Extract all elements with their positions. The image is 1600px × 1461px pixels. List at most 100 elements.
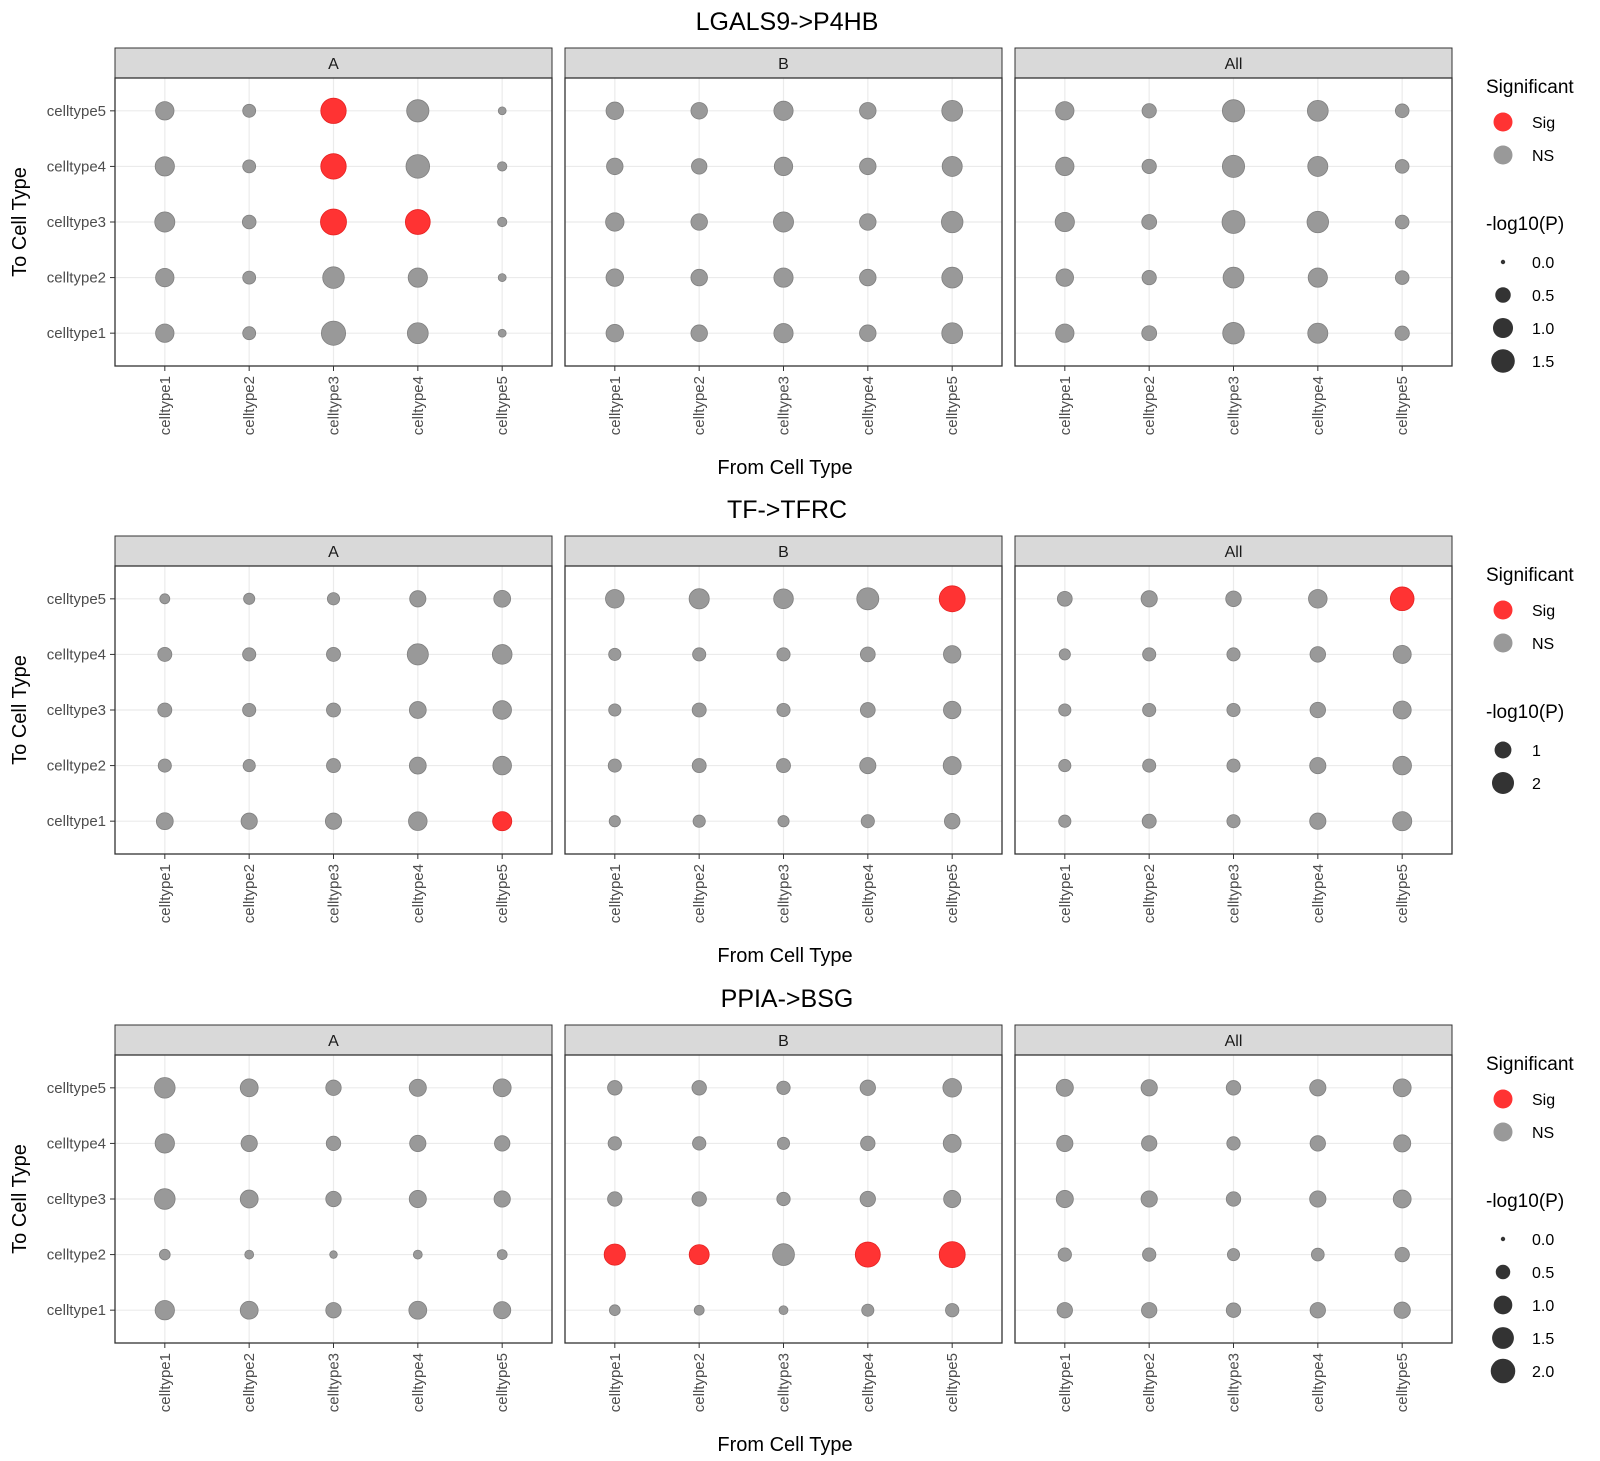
data-point [942,756,962,776]
data-point [608,647,622,661]
x-tick-label: celltype5 [1394,1353,1411,1412]
facet-panel-all: All celltype1 celltype2 celltype3 celltype4 c… [1014,47,1453,435]
x-tick-label: celltype2 [241,376,258,435]
legend-size-key [1500,259,1506,265]
data-point [1394,214,1410,230]
data-point [608,815,621,828]
y-axis-title: To Cell Type [9,167,31,277]
data-point [326,758,341,774]
data-point [497,273,507,282]
legend-color-key [1493,112,1513,132]
data-point [1226,814,1241,829]
data-point [691,702,707,718]
data-point [497,328,507,338]
x-tick-label: celltype2 [691,864,708,923]
data-point [159,1248,171,1261]
data-point [605,212,625,232]
data-point [494,1135,511,1152]
x-tick-label: celltype2 [1141,864,1158,923]
data-point [1057,1247,1072,1262]
data-point [691,1191,707,1207]
legend-size-label: 1.5 [1532,1331,1554,1348]
data-point [691,758,707,774]
x-tick-label: celltype4 [410,376,427,435]
data-point [778,1305,789,1316]
x-tick-label: celltype1 [607,864,624,923]
x-tick-label: celltype1 [607,376,624,435]
data-point [239,1189,259,1209]
data-point [1309,701,1326,719]
data-point [1141,813,1157,829]
data-point [493,1301,512,1320]
data-point [325,1190,342,1208]
legend-size-key [1491,771,1515,795]
facet-panel-all: All celltype1 celltype2 celltype3 celltype4 c… [1014,1024,1453,1412]
data-point [938,1241,966,1268]
data-point [1058,648,1071,661]
data-point [688,588,710,610]
data-point [157,758,172,773]
x-tick-label: celltype3 [326,864,343,923]
y-tick-label: celltype2 [47,1247,106,1264]
legend-size-key [1494,741,1512,759]
data-point [1392,811,1413,832]
x-tick-label: celltype3 [776,864,793,923]
data-point [325,1079,342,1096]
data-point [244,1249,255,1260]
data-point [240,1134,258,1152]
x-axis-title: From Cell Type [717,945,852,967]
x-tick-label: celltype2 [241,1353,258,1412]
legend-color-title: Significant [1486,1054,1574,1075]
data-point [859,324,877,342]
x-tick-label: celltype3 [1226,864,1243,923]
data-point [945,1303,960,1318]
data-point [942,1078,962,1098]
data-point [320,320,347,346]
data-point [859,1079,876,1096]
facet-strip-label: All [1225,56,1243,73]
data-point [859,702,876,718]
data-point [773,267,794,288]
x-tick-label: celltype4 [410,1353,427,1412]
x-tick-label: celltype5 [944,376,961,435]
data-point [776,1191,791,1207]
legend-color-title: Significant [1486,77,1574,98]
legend-size-label: 1.0 [1532,321,1554,338]
data-point [406,99,430,123]
data-point [859,1190,876,1208]
data-point [1225,1302,1242,1318]
legend-size-label: 1 [1532,743,1541,760]
data-point [240,812,258,830]
data-point [243,592,256,605]
data-point [1307,267,1328,288]
data-point [408,1300,428,1320]
data-point [155,812,174,831]
data-point [1222,322,1245,345]
data-point [154,1300,175,1321]
data-point [776,758,791,774]
x-tick-label: celltype4 [860,1353,877,1412]
data-point [1393,1301,1411,1319]
data-point [1142,702,1157,718]
data-point [1394,1246,1410,1263]
data-point [1141,214,1158,230]
data-point [1309,1190,1327,1208]
facet-strip-label: B [778,56,789,73]
data-point [154,211,176,233]
data-point [690,213,708,231]
legend-size-key [1495,287,1511,303]
data-point [1309,757,1327,775]
data-point [239,1300,259,1320]
data-point [1141,270,1157,286]
x-tick-label: celltype1 [1057,376,1074,435]
legend-color-label: Sig [1532,603,1555,620]
data-point [941,99,964,122]
x-tick-label: celltype1 [157,1353,174,1412]
data-point [773,211,794,233]
data-point [1221,99,1246,123]
chart-title: TF->TFRC [727,496,847,524]
data-point [943,645,962,664]
legend-color-title: Significant [1486,565,1574,586]
data-point [157,646,173,662]
